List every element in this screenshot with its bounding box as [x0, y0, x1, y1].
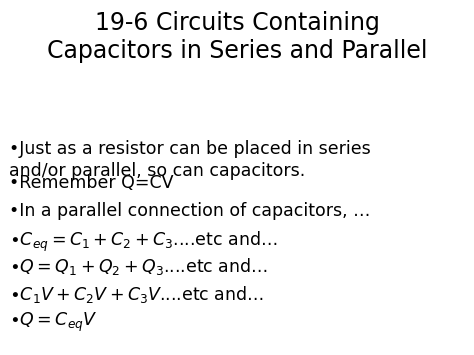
Text: 19-6 Circuits Containing
Capacitors in Series and Parallel: 19-6 Circuits Containing Capacitors in S…	[47, 11, 427, 64]
Text: $\bullet Q=C_{eq}V$: $\bullet Q=C_{eq}V$	[9, 311, 97, 334]
Text: •Just as a resistor can be placed in series
and/or parallel, so can capacitors.: •Just as a resistor can be placed in ser…	[9, 140, 370, 180]
Text: $\bullet Q=Q_1 + Q_2 + Q_3$....etc and…: $\bullet Q=Q_1 + Q_2 + Q_3$....etc and…	[9, 256, 267, 277]
Text: •In a parallel connection of capacitors, …: •In a parallel connection of capacitors,…	[9, 202, 370, 220]
Text: $\bullet C_1V + C_2V + C_3V$....etc and…: $\bullet C_1V + C_2V + C_3V$....etc and…	[9, 284, 264, 305]
Text: •Remember Q=CV: •Remember Q=CV	[9, 174, 173, 192]
Text: $\bullet C_{eq} = C_1 + C_2 + C_3$....etc and…: $\bullet C_{eq} = C_1 + C_2 + C_3$....et…	[9, 230, 277, 254]
